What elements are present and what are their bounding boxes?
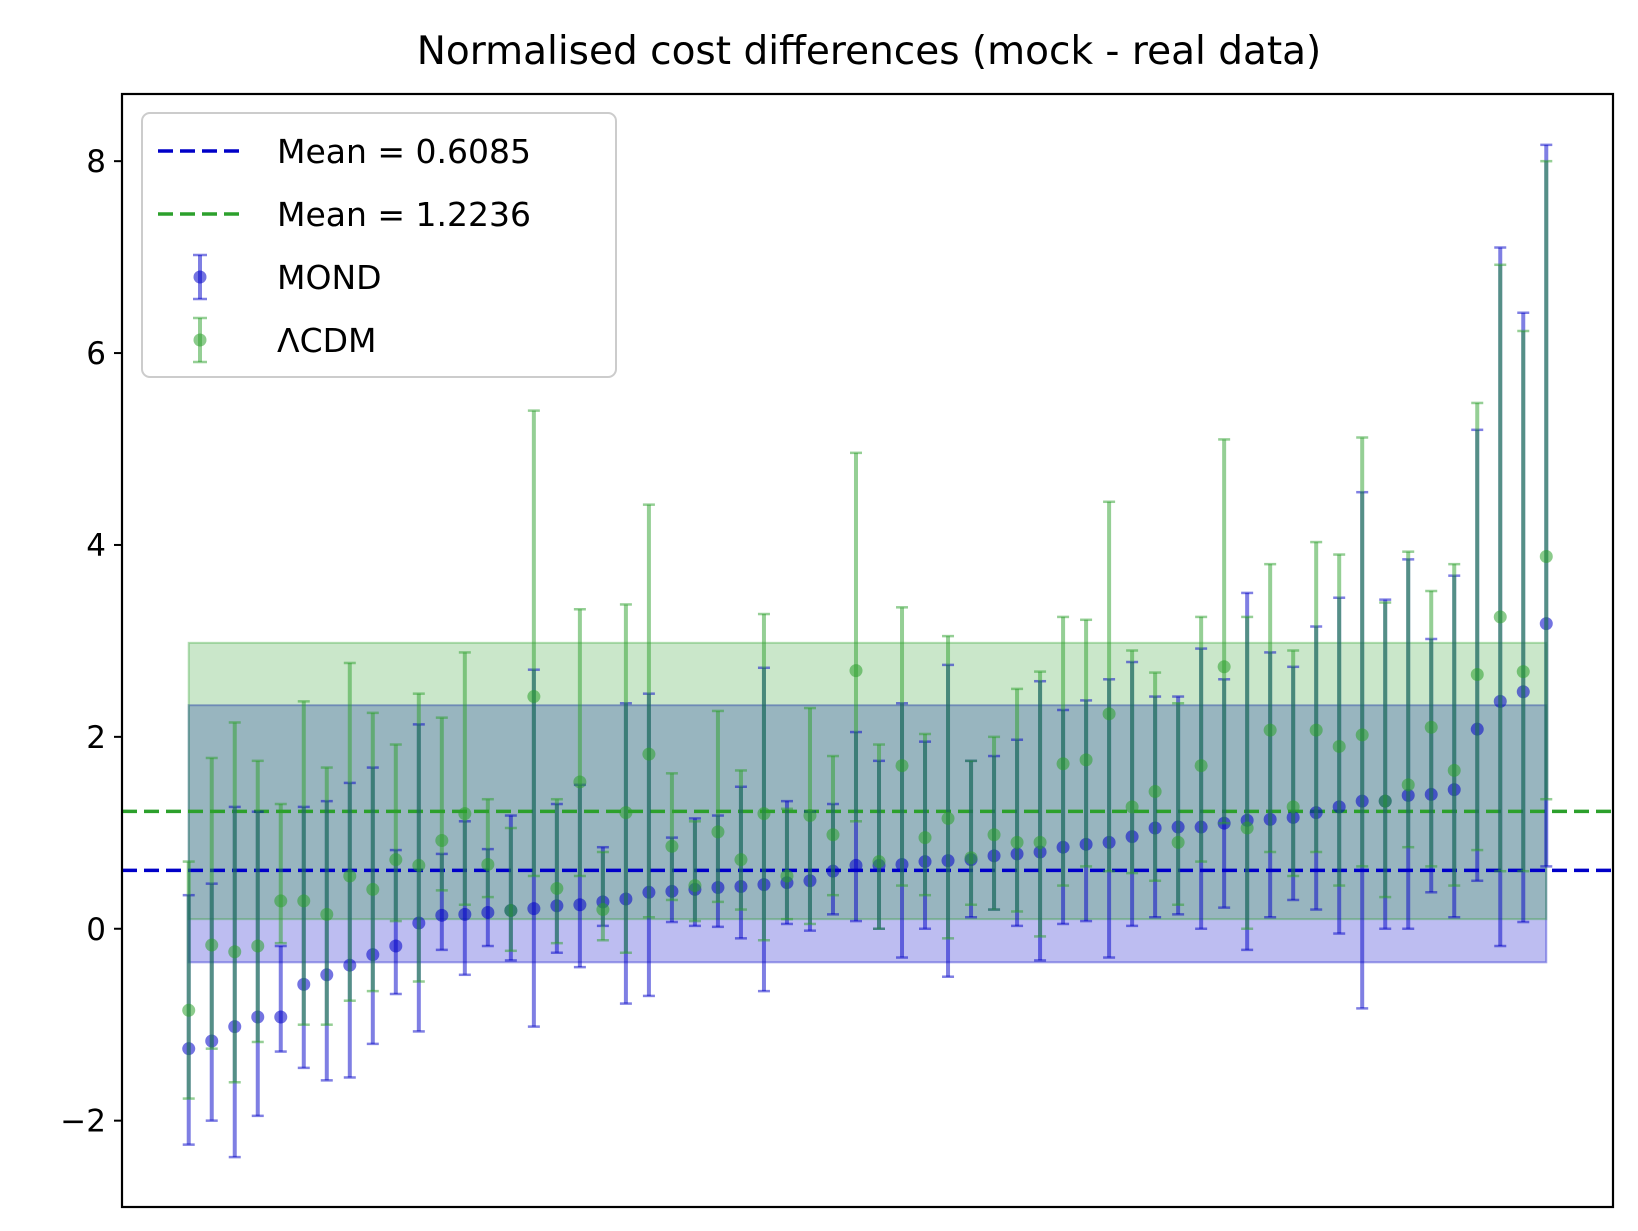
point-1-53 bbox=[1401, 778, 1415, 792]
point-0-12 bbox=[458, 907, 472, 921]
y-tick-label-4: 6 bbox=[86, 336, 106, 372]
point-1-22 bbox=[688, 879, 702, 893]
point-1-19 bbox=[619, 806, 633, 820]
point-1-27 bbox=[803, 809, 817, 823]
point-0-17 bbox=[573, 898, 587, 912]
legend-label-1: Mean = 1.2236 bbox=[277, 195, 531, 234]
point-1-59 bbox=[1539, 549, 1553, 563]
point-1-13 bbox=[481, 857, 495, 871]
point-1-38 bbox=[1056, 757, 1070, 771]
axes-frame bbox=[120, 92, 1615, 1209]
point-1-7 bbox=[343, 869, 357, 883]
point-1-25 bbox=[757, 807, 771, 821]
legend-label-3: ΛCDM bbox=[277, 321, 377, 360]
point-1-17 bbox=[573, 775, 587, 789]
legend-label-0: Mean = 0.6085 bbox=[277, 132, 531, 171]
point-1-45 bbox=[1217, 660, 1231, 674]
point-0-13 bbox=[481, 905, 495, 919]
series-1 bbox=[182, 159, 1553, 1100]
point-1-11 bbox=[435, 833, 449, 847]
y-tick-label-2: 2 bbox=[86, 720, 106, 756]
point-1-21 bbox=[665, 839, 679, 853]
legend-marker-2 bbox=[193, 270, 207, 284]
point-1-10 bbox=[412, 858, 426, 872]
point-1-9 bbox=[389, 853, 403, 867]
point-0-11 bbox=[435, 908, 449, 922]
point-1-12 bbox=[458, 807, 472, 821]
point-1-20 bbox=[642, 747, 656, 761]
point-1-55 bbox=[1447, 763, 1461, 777]
band-1 bbox=[187, 641, 1548, 921]
point-1-15 bbox=[527, 690, 541, 704]
point-1-30 bbox=[872, 855, 886, 869]
point-0-29 bbox=[849, 858, 863, 872]
point-1-48 bbox=[1286, 800, 1300, 814]
point-1-2 bbox=[228, 945, 242, 959]
y-axis: −2 0 2 4 6 8 bbox=[60, 144, 122, 1140]
point-1-32 bbox=[918, 831, 932, 845]
point-1-33 bbox=[941, 811, 955, 825]
legend-label-2: MOND bbox=[277, 258, 382, 297]
point-1-14 bbox=[504, 904, 518, 918]
point-1-18 bbox=[596, 903, 610, 917]
point-1-58 bbox=[1516, 665, 1530, 679]
point-0-15 bbox=[527, 902, 541, 916]
point-1-36 bbox=[1010, 835, 1024, 849]
point-0-9 bbox=[389, 939, 403, 953]
y-tick-label-1: 0 bbox=[86, 912, 106, 948]
legend: Mean = 0.6085 Mean = 1.2236 MOND ΛCDM bbox=[141, 112, 617, 378]
point-1-54 bbox=[1424, 720, 1438, 734]
point-1-42 bbox=[1148, 785, 1162, 799]
point-1-49 bbox=[1309, 723, 1323, 737]
point-1-34 bbox=[964, 851, 978, 865]
chart-title: Normalised cost differences (mock - real… bbox=[417, 29, 1322, 74]
point-1-51 bbox=[1355, 728, 1369, 742]
point-1-26 bbox=[780, 869, 794, 883]
y-tick-label-3: 4 bbox=[86, 528, 106, 564]
point-1-41 bbox=[1125, 800, 1139, 814]
y-tick-label-0: −2 bbox=[60, 1104, 106, 1140]
point-1-31 bbox=[895, 759, 909, 773]
point-1-47 bbox=[1263, 723, 1277, 737]
point-1-50 bbox=[1332, 739, 1346, 753]
point-1-46 bbox=[1240, 821, 1254, 835]
point-1-3 bbox=[251, 939, 265, 953]
point-0-4 bbox=[274, 1010, 288, 1024]
point-1-37 bbox=[1033, 835, 1047, 849]
point-1-5 bbox=[297, 894, 311, 908]
y-tick-label-5: 8 bbox=[86, 144, 106, 180]
point-1-23 bbox=[711, 825, 725, 839]
point-1-1 bbox=[205, 938, 219, 952]
point-1-39 bbox=[1079, 753, 1093, 767]
legend-box bbox=[141, 112, 617, 378]
plot-area bbox=[122, 143, 1613, 1159]
point-1-40 bbox=[1102, 707, 1116, 721]
point-1-6 bbox=[320, 907, 334, 921]
legend-marker-3 bbox=[193, 333, 207, 347]
point-1-43 bbox=[1171, 835, 1185, 849]
point-1-4 bbox=[274, 894, 288, 908]
point-1-8 bbox=[366, 882, 380, 896]
point-1-52 bbox=[1378, 794, 1392, 808]
point-1-16 bbox=[550, 881, 564, 895]
point-1-44 bbox=[1194, 759, 1208, 773]
point-1-56 bbox=[1470, 667, 1484, 681]
point-1-35 bbox=[987, 828, 1001, 842]
point-1-29 bbox=[849, 664, 863, 678]
point-1-57 bbox=[1493, 610, 1507, 624]
point-1-24 bbox=[734, 853, 748, 867]
point-1-28 bbox=[826, 828, 840, 842]
point-1-0 bbox=[182, 1003, 196, 1017]
